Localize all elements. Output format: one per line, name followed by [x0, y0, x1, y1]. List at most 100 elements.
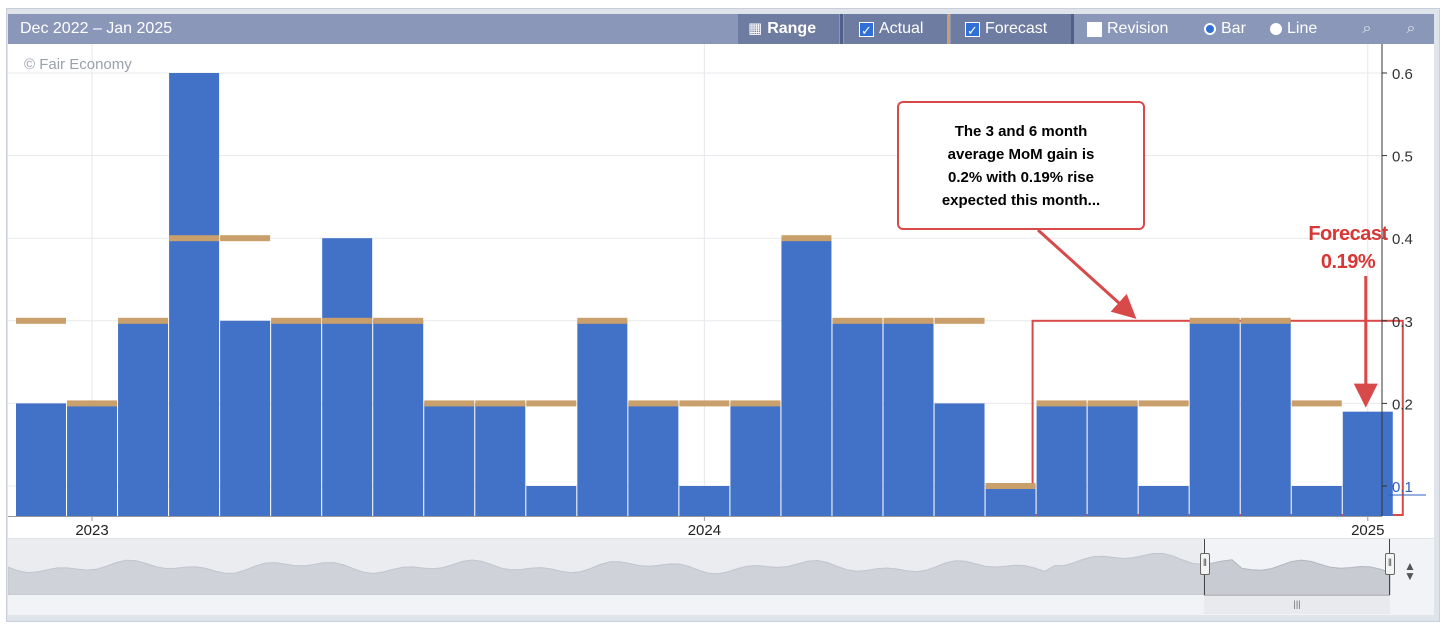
actual-bar [220, 320, 271, 516]
actual-bar [67, 403, 118, 516]
actual-bar [424, 403, 475, 516]
actual-bar [271, 320, 322, 516]
forecast-annotation-value: 0.19% [1320, 251, 1376, 273]
forecast-marker [1291, 400, 1342, 407]
scroll-grip-icon: ||| [1293, 599, 1301, 609]
actual-checkbox[interactable] [859, 16, 874, 46]
navigator-mask [8, 539, 1203, 595]
callout-line: The 3 and 6 month [954, 123, 1088, 140]
forecast-checkbox[interactable] [965, 16, 980, 46]
callout-line: 0.2% with 0.19% rise [948, 169, 1094, 186]
actual-bar [883, 320, 934, 516]
x-tick-label: 2023 [75, 522, 108, 538]
range-label: Range [767, 20, 817, 37]
calendar-icon: ▦ [748, 20, 763, 37]
forecast-annotation-title: Forecast [1308, 223, 1388, 245]
toolbar-separator [1071, 14, 1074, 44]
revision-label: Revision [1107, 20, 1169, 37]
y-tick-label: 0.2 [1392, 396, 1413, 413]
bar-chart: 0.1 0.2 0.3 0.4 0.5 0.6 2023 2024 2025 [8, 44, 1426, 538]
forecast-marker [1240, 317, 1291, 324]
bar-mode-option[interactable]: Bar [1204, 14, 1266, 44]
chart-area: 0.1 0.2 0.3 0.4 0.5 0.6 2023 2024 2025 © Fair Ec… [8, 44, 1434, 538]
navigator-left-handle[interactable]: ‖ [1200, 553, 1210, 575]
line-mode-option[interactable]: Line [1270, 14, 1336, 44]
range-navigator[interactable]: ‖ ‖ ||| ▲ ▼ [8, 539, 1434, 615]
actual-bar [526, 486, 577, 516]
forecast-label: Forecast [985, 20, 1048, 37]
actual-bar [679, 486, 730, 516]
zoom-in-icon: ⌕ [1362, 20, 1372, 37]
actual-bar [1138, 486, 1189, 516]
zoom-out-icon: ⌕ [1406, 20, 1416, 37]
actual-toggle[interactable]: Actual [844, 14, 947, 46]
actual-bar [1036, 403, 1087, 516]
actual-bar [373, 320, 424, 516]
zoom-out-button[interactable]: ⌕ [1392, 14, 1430, 44]
y-tick-label: 0.3 [1392, 314, 1413, 331]
zoom-in-button[interactable]: ⌕ [1348, 14, 1386, 44]
navigator-minichart [8, 553, 1391, 595]
actual-bar [628, 403, 679, 516]
callout-line: average MoM gain is [947, 146, 1095, 163]
line-radio[interactable] [1270, 23, 1282, 35]
line-label: Line [1287, 20, 1318, 37]
forecast-marker [985, 483, 1036, 489]
toolbar-separator [947, 14, 950, 44]
forecast-marker [577, 317, 628, 324]
forecast-toggle[interactable]: Forecast [951, 14, 1071, 46]
x-tick-label: 2025 [1351, 522, 1384, 538]
actual-bar [781, 238, 832, 516]
y-tick-label: 0.5 [1392, 149, 1413, 166]
forecast-marker [169, 235, 220, 242]
y-tick-label: 0.6 [1392, 66, 1413, 83]
annotation-callout: The 3 and 6 month average MoM gain is 0.… [897, 101, 1145, 230]
y-tick-label: 0.1 [1392, 479, 1413, 496]
actual-bar [1342, 411, 1393, 516]
actual-bar [16, 403, 66, 516]
forecast-marker [934, 317, 985, 324]
forecast-annotation: Forecast 0.19% [1296, 220, 1400, 276]
revision-toggle[interactable]: Revision [1075, 14, 1190, 44]
x-tick-label: 2024 [688, 522, 721, 538]
actual-bar [832, 320, 883, 516]
actual-bar [1189, 320, 1240, 516]
navigator-area [8, 553, 1391, 595]
forecast-marker [271, 317, 322, 324]
actual-bar [475, 403, 526, 516]
forecast-marker [475, 400, 526, 407]
forecast-marker [373, 317, 424, 324]
forecast-marker [322, 317, 373, 324]
actual-bar [1291, 486, 1342, 516]
actual-bar [934, 403, 985, 516]
toolbar-separator [840, 14, 843, 44]
revision-checkbox[interactable] [1087, 21, 1102, 37]
forecast-marker [424, 400, 475, 407]
bar-label: Bar [1221, 20, 1246, 37]
actual-bar [1240, 320, 1291, 516]
callout-arrow [1036, 228, 1137, 319]
forecast-marker [526, 400, 577, 407]
actual-bars [16, 73, 1393, 516]
axes: 0.1 0.2 0.3 0.4 0.5 0.6 2023 2024 2025 [8, 44, 1426, 538]
updown-arrows-icon[interactable]: ▲ ▼ [1404, 559, 1416, 583]
forecast-marker [118, 317, 169, 324]
navigator-scrollbar[interactable]: ||| [1204, 595, 1390, 614]
forecast-marker [628, 400, 679, 407]
actual-bar [118, 320, 169, 516]
navigator-right-handle[interactable]: ‖ [1385, 553, 1395, 575]
watermark: © Fair Economy [24, 56, 132, 73]
range-button[interactable]: ▦ Range [738, 14, 839, 44]
chart-toolbar: Dec 2022 – Jan 2025 ▦ Range Actual Forec… [8, 14, 1434, 46]
actual-bar [169, 73, 220, 516]
annotation-arrows [1036, 228, 1378, 408]
callout-line: expected this month... [941, 192, 1101, 209]
forecast-marker [1087, 400, 1138, 407]
actual-bar [985, 486, 1036, 516]
date-range-title: Dec 2022 – Jan 2025 [20, 20, 173, 37]
y-tick-label: 0.4 [1392, 231, 1413, 248]
forecast-marker [1138, 400, 1189, 407]
forecast-marker [832, 317, 883, 324]
actual-bar [1087, 403, 1138, 516]
bar-radio[interactable] [1204, 23, 1216, 35]
